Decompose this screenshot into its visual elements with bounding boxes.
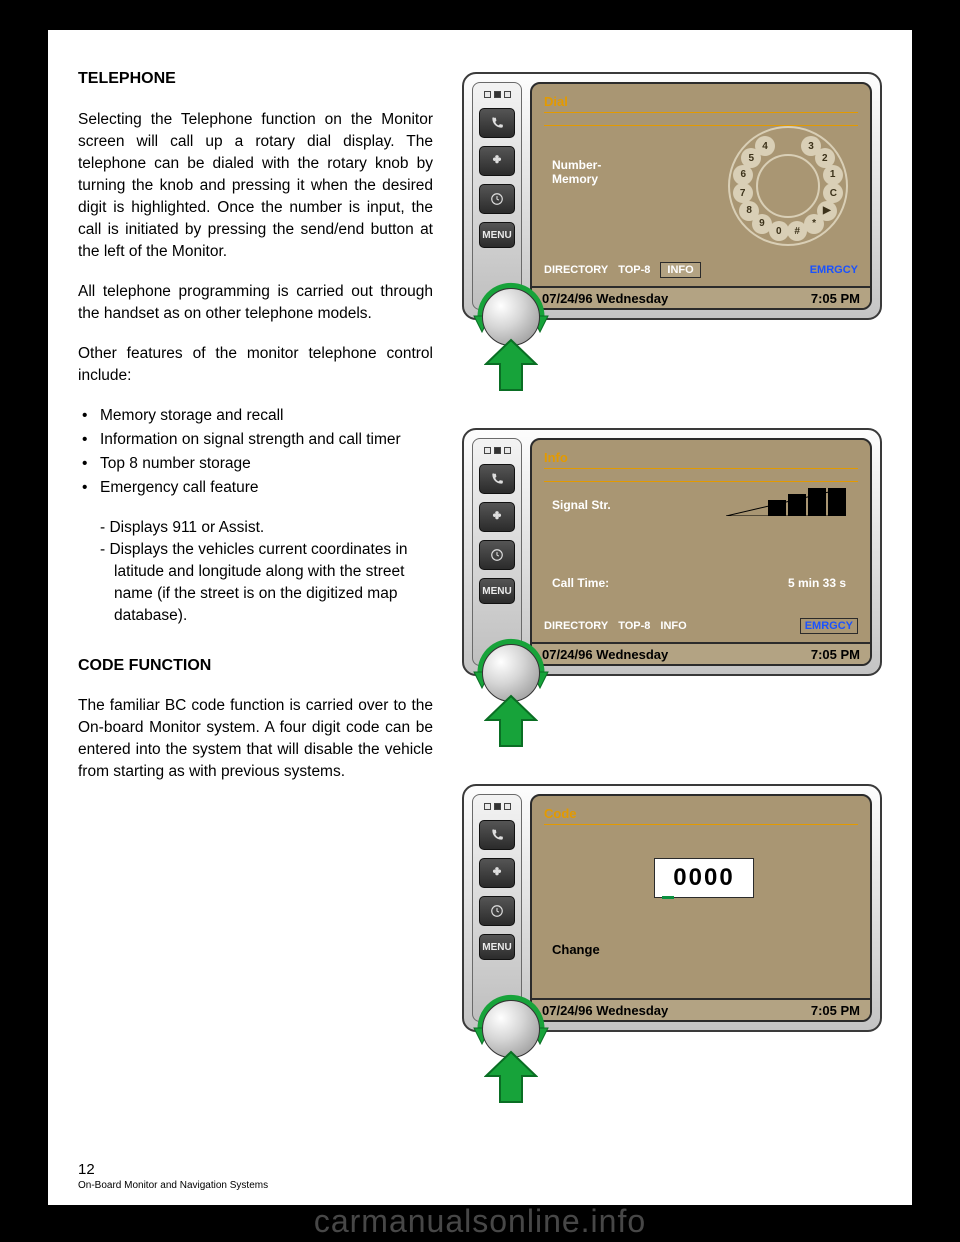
para-1: Selecting the Telephone function on the … (78, 109, 433, 263)
status-time: 7:05 PM (811, 647, 860, 662)
status-date: 07/24/96 Wednesday (542, 647, 668, 662)
menu-button[interactable]: MENU (479, 222, 515, 248)
tab-directory[interactable]: DIRECTORY (544, 264, 608, 276)
status-bar: 07/24/96 Wednesday 7:05 PM (532, 286, 870, 308)
code-screen: Code 0000 Change 07/24/96 Wednesday 7:05… (530, 794, 872, 1022)
signal-bar (768, 500, 786, 516)
content-row: TELEPHONE Selecting the Telephone functi… (78, 68, 882, 1104)
info-screen: Info Signal Str. Call Time: 5 min 33 s D… (530, 438, 872, 666)
clock-button[interactable] (479, 184, 515, 214)
signal-label: Signal Str. (552, 498, 611, 512)
para-2: All telephone programming is carried out… (78, 281, 433, 325)
page-number: 12 (78, 1161, 268, 1178)
footer-text: On-Board Monitor and Navigation Systems (78, 1180, 268, 1191)
para-3: Other features of the monitor telephone … (78, 343, 433, 387)
dial-input-bar (544, 112, 858, 126)
code-cursor (662, 896, 674, 899)
dial-hole[interactable]: 8 (739, 201, 759, 221)
feature-list: Memory storage and recall Information on… (78, 405, 433, 499)
info-bar (544, 468, 858, 482)
tab-info[interactable]: INFO (660, 620, 686, 632)
tab-top8[interactable]: TOP-8 (618, 264, 650, 276)
status-date: 07/24/96 Wednesday (542, 291, 668, 306)
dial-hole[interactable]: * (804, 214, 824, 234)
code-change-label[interactable]: Change (552, 942, 600, 957)
bullet-2: Information on signal strength and call … (78, 429, 433, 451)
indicator-dots (484, 447, 511, 454)
menu-button[interactable]: MENU (479, 578, 515, 604)
signal-bar (828, 488, 846, 516)
clock-button[interactable] (479, 540, 515, 570)
dial-hole[interactable]: 7 (733, 183, 753, 203)
fan-button[interactable] (479, 858, 515, 888)
status-date: 07/24/96 Wednesday (542, 1003, 668, 1018)
page: TELEPHONE Selecting the Telephone functi… (48, 30, 912, 1205)
code-value[interactable]: 0000 (654, 858, 754, 898)
bullet-3: Top 8 number storage (78, 453, 433, 475)
indicator-dots (484, 803, 511, 810)
phone-button[interactable] (479, 820, 515, 850)
monitor-code: MENU Code 0000 Change 07/24/96 Wednesday… (462, 784, 882, 1104)
press-arrow-icon (484, 1050, 538, 1104)
dial-title: Dial (544, 94, 858, 109)
number-memory-label: Number- Memory (552, 158, 601, 186)
status-time: 7:05 PM (811, 291, 860, 306)
tab-row: DIRECTORY TOP-8 INFO EMRGCY (544, 618, 858, 634)
sub-1: - Displays 911 or Assist. (100, 517, 433, 539)
bullet-1: Memory storage and recall (78, 405, 433, 427)
heading-telephone: TELEPHONE (78, 68, 433, 91)
menu-button[interactable]: MENU (479, 934, 515, 960)
dial-hole[interactable]: 1 (823, 165, 843, 185)
sub-2: - Displays the vehicles current coordina… (100, 539, 433, 627)
status-time: 7:05 PM (811, 1003, 860, 1018)
knob-assembly (468, 632, 560, 752)
heading-code: CODE FUNCTION (78, 655, 433, 678)
press-arrow-icon (484, 338, 538, 392)
dial-inner-ring (756, 154, 820, 218)
right-column: MENU Dial Number- Memory 321C▶*#0987654 … (451, 68, 882, 1104)
para-4: The familiar BC code function is carried… (78, 695, 433, 783)
signal-bars (728, 488, 846, 516)
monitor-info: MENU Info Signal Str. Call Time: 5 min 3… (462, 428, 882, 748)
knob-assembly (468, 988, 560, 1108)
bullet-4: Emergency call feature (78, 477, 433, 499)
monitor-dial: MENU Dial Number- Memory 321C▶*#0987654 … (462, 72, 882, 392)
tab-info[interactable]: INFO (660, 262, 700, 278)
page-footer: 12 On-Board Monitor and Navigation Syste… (78, 1161, 268, 1191)
code-title: Code (544, 806, 858, 821)
rotary-dial[interactable]: 321C▶*#0987654 (728, 126, 848, 246)
fan-button[interactable] (479, 146, 515, 176)
watermark: carmanualsonline.info (0, 1203, 960, 1240)
fan-button[interactable] (479, 502, 515, 532)
left-column: TELEPHONE Selecting the Telephone functi… (78, 68, 433, 1104)
signal-bar (788, 494, 806, 516)
signal-bar (728, 510, 746, 516)
tab-row: DIRECTORY TOP-8 INFO EMRGCY (544, 262, 858, 278)
code-rule (544, 824, 858, 825)
tab-top8[interactable]: TOP-8 (618, 620, 650, 632)
clock-button[interactable] (479, 896, 515, 926)
tab-directory[interactable]: DIRECTORY (544, 620, 608, 632)
phone-button[interactable] (479, 108, 515, 138)
knob-assembly (468, 276, 560, 396)
press-arrow-icon (484, 694, 538, 748)
sub-list: - Displays 911 or Assist. - Displays the… (78, 517, 433, 627)
indicator-dots (484, 91, 511, 98)
dial-screen: Dial Number- Memory 321C▶*#0987654 DIREC… (530, 82, 872, 310)
info-title: Info (544, 450, 858, 465)
phone-button[interactable] (479, 464, 515, 494)
call-time-value: 5 min 33 s (788, 576, 846, 590)
call-time-label: Call Time: (552, 576, 609, 590)
status-bar: 07/24/96 Wednesday 7:05 PM (532, 642, 870, 664)
tab-emrgcy[interactable]: EMRGCY (800, 618, 858, 634)
status-bar: 07/24/96 Wednesday 7:05 PM (532, 998, 870, 1020)
signal-bar (748, 506, 766, 516)
signal-bar (808, 488, 826, 516)
tab-emrgcy[interactable]: EMRGCY (810, 264, 858, 276)
